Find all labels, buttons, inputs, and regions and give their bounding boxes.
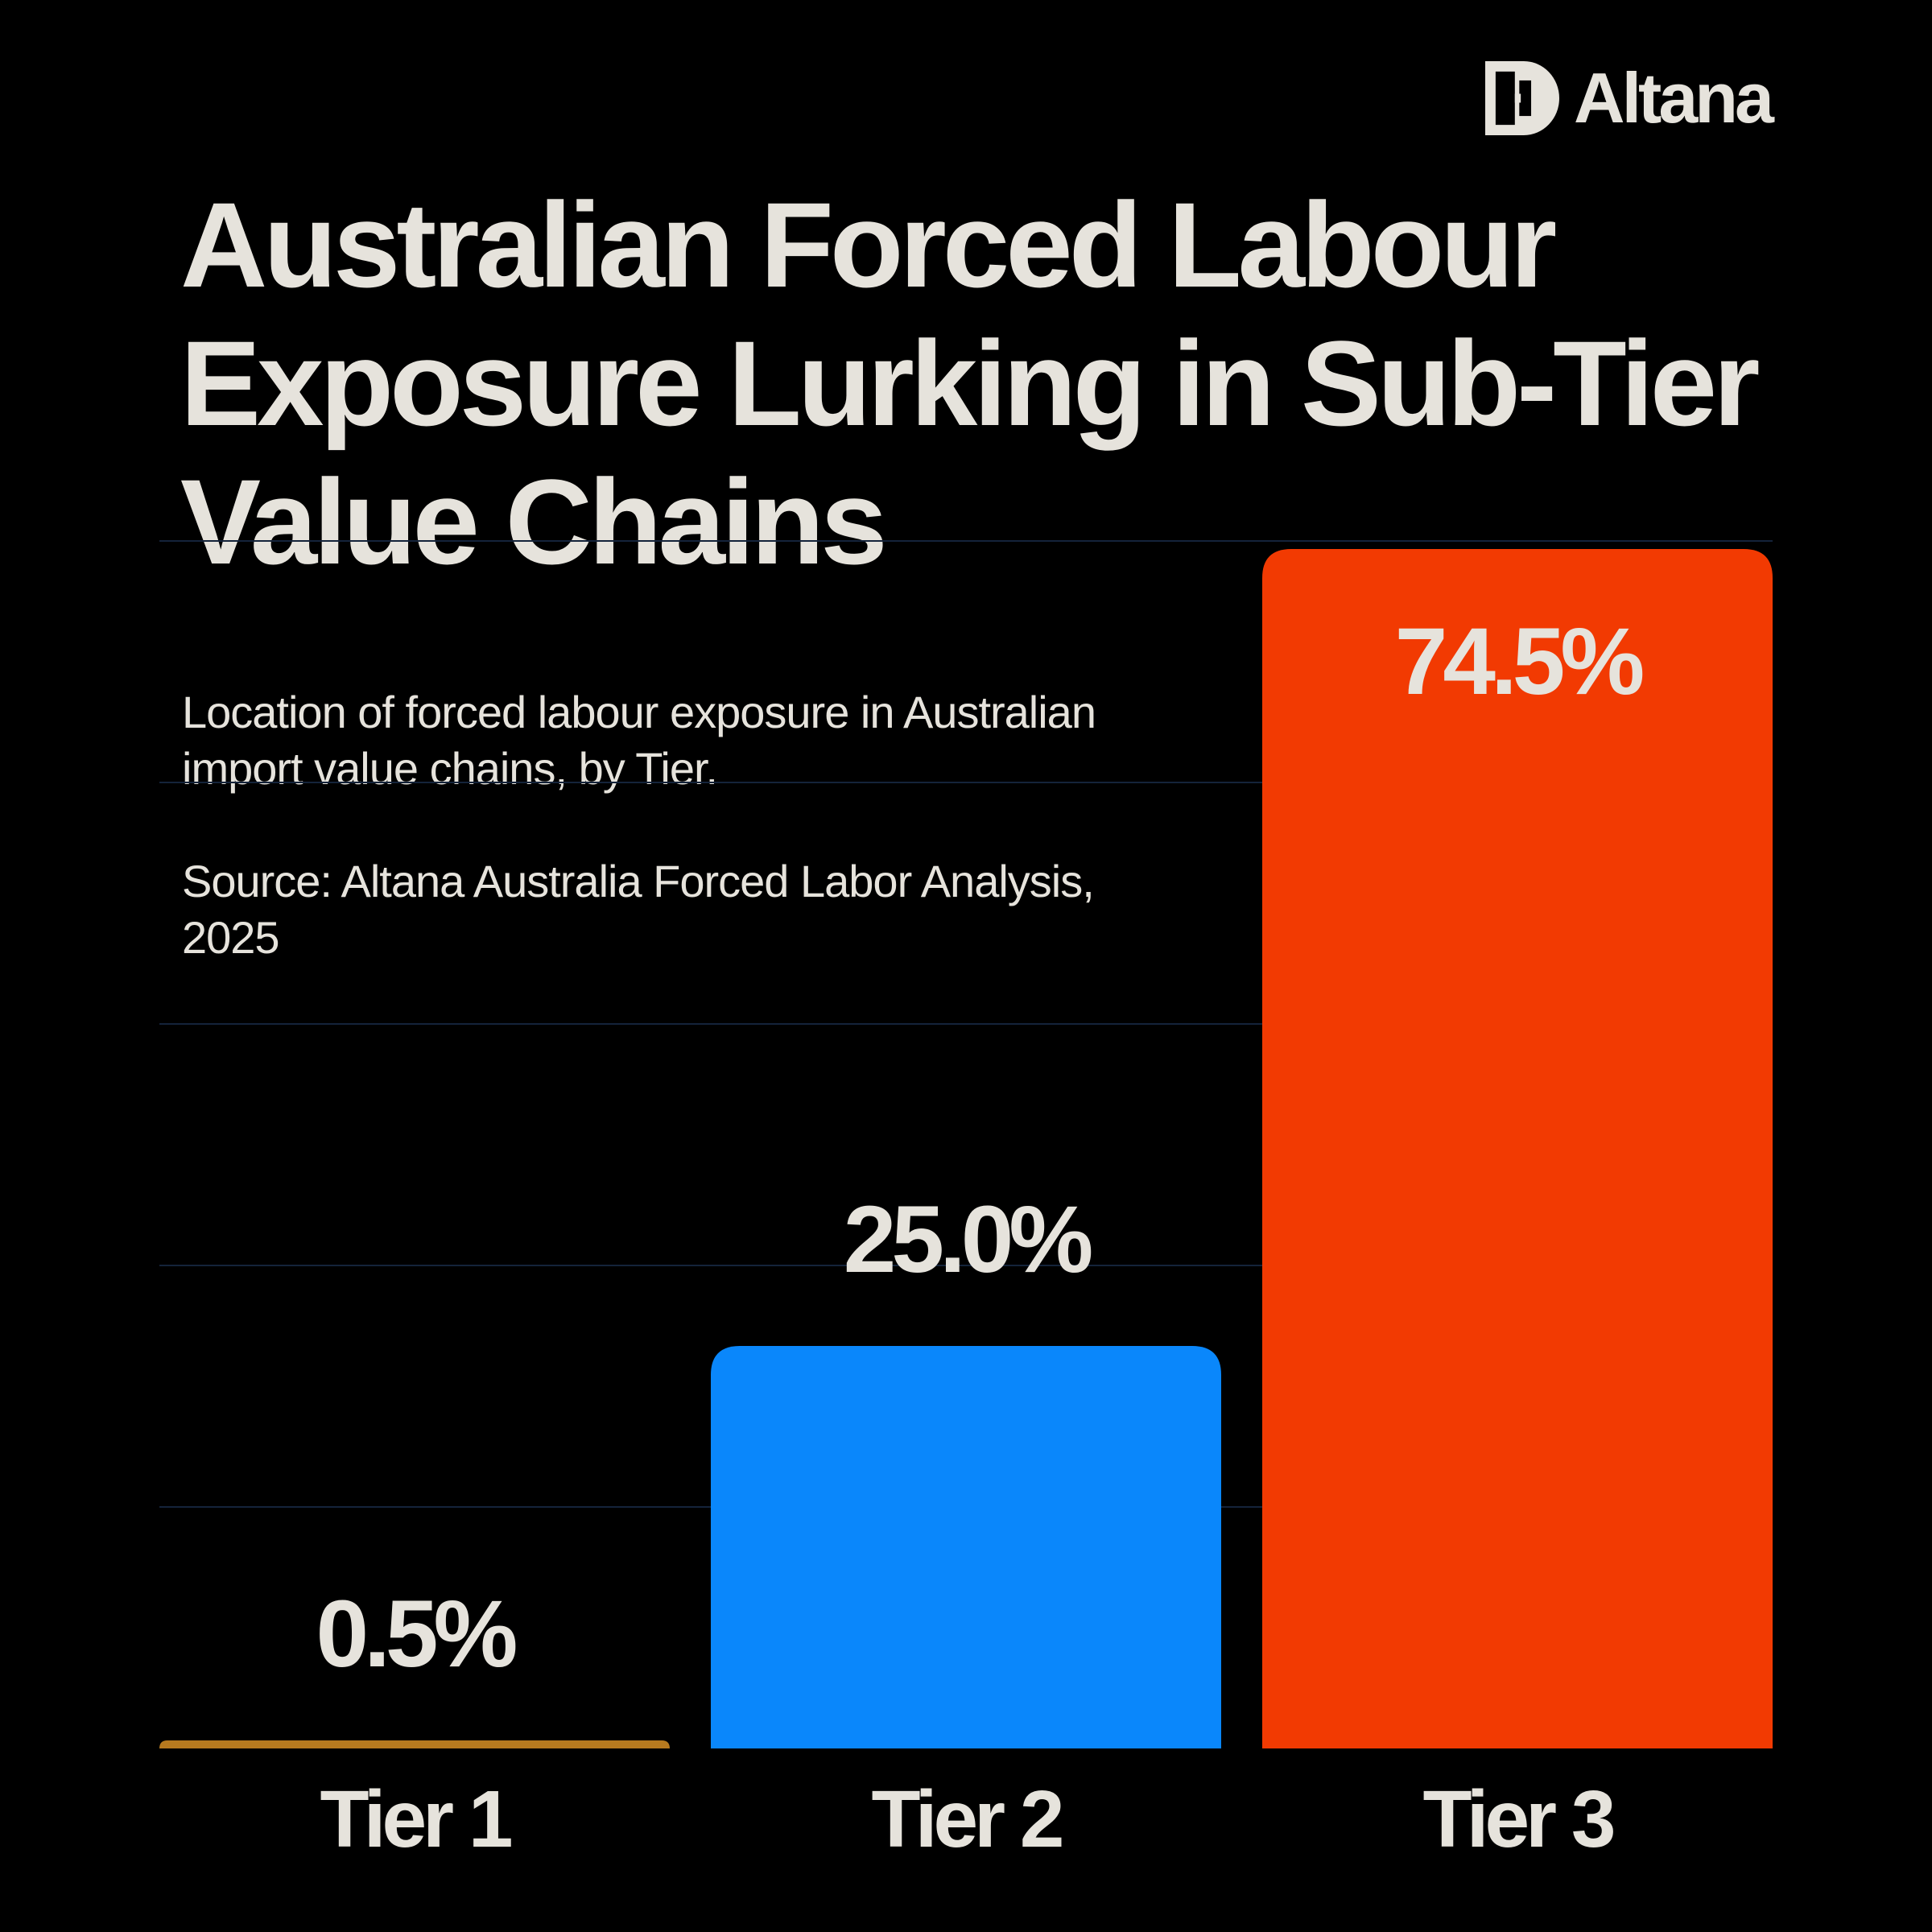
value-label: 25.0% xyxy=(844,1187,1092,1293)
page-title: Australian Forced Labour Exposure Lurkin… xyxy=(180,177,1761,589)
chart-source: Source: Altana Australia Forced Labor An… xyxy=(182,856,1095,963)
category-label: Tier 3 xyxy=(1423,1774,1613,1864)
altana-logo: Altana xyxy=(1485,58,1774,138)
value-label: 74.5% xyxy=(1395,609,1643,715)
bar-tier-3 xyxy=(1262,549,1773,1748)
chart-subtitle: Location of forced labour exposure in Au… xyxy=(182,687,1096,794)
bar-tier-2 xyxy=(711,1346,1221,1748)
logo-text: Altana xyxy=(1574,58,1774,138)
category-label: Tier 1 xyxy=(320,1774,511,1864)
value-label: 0.5% xyxy=(316,1581,516,1687)
altana-logo-icon xyxy=(1485,61,1560,135)
bar-tier-1 xyxy=(159,1740,670,1748)
category-label: Tier 2 xyxy=(872,1774,1062,1864)
